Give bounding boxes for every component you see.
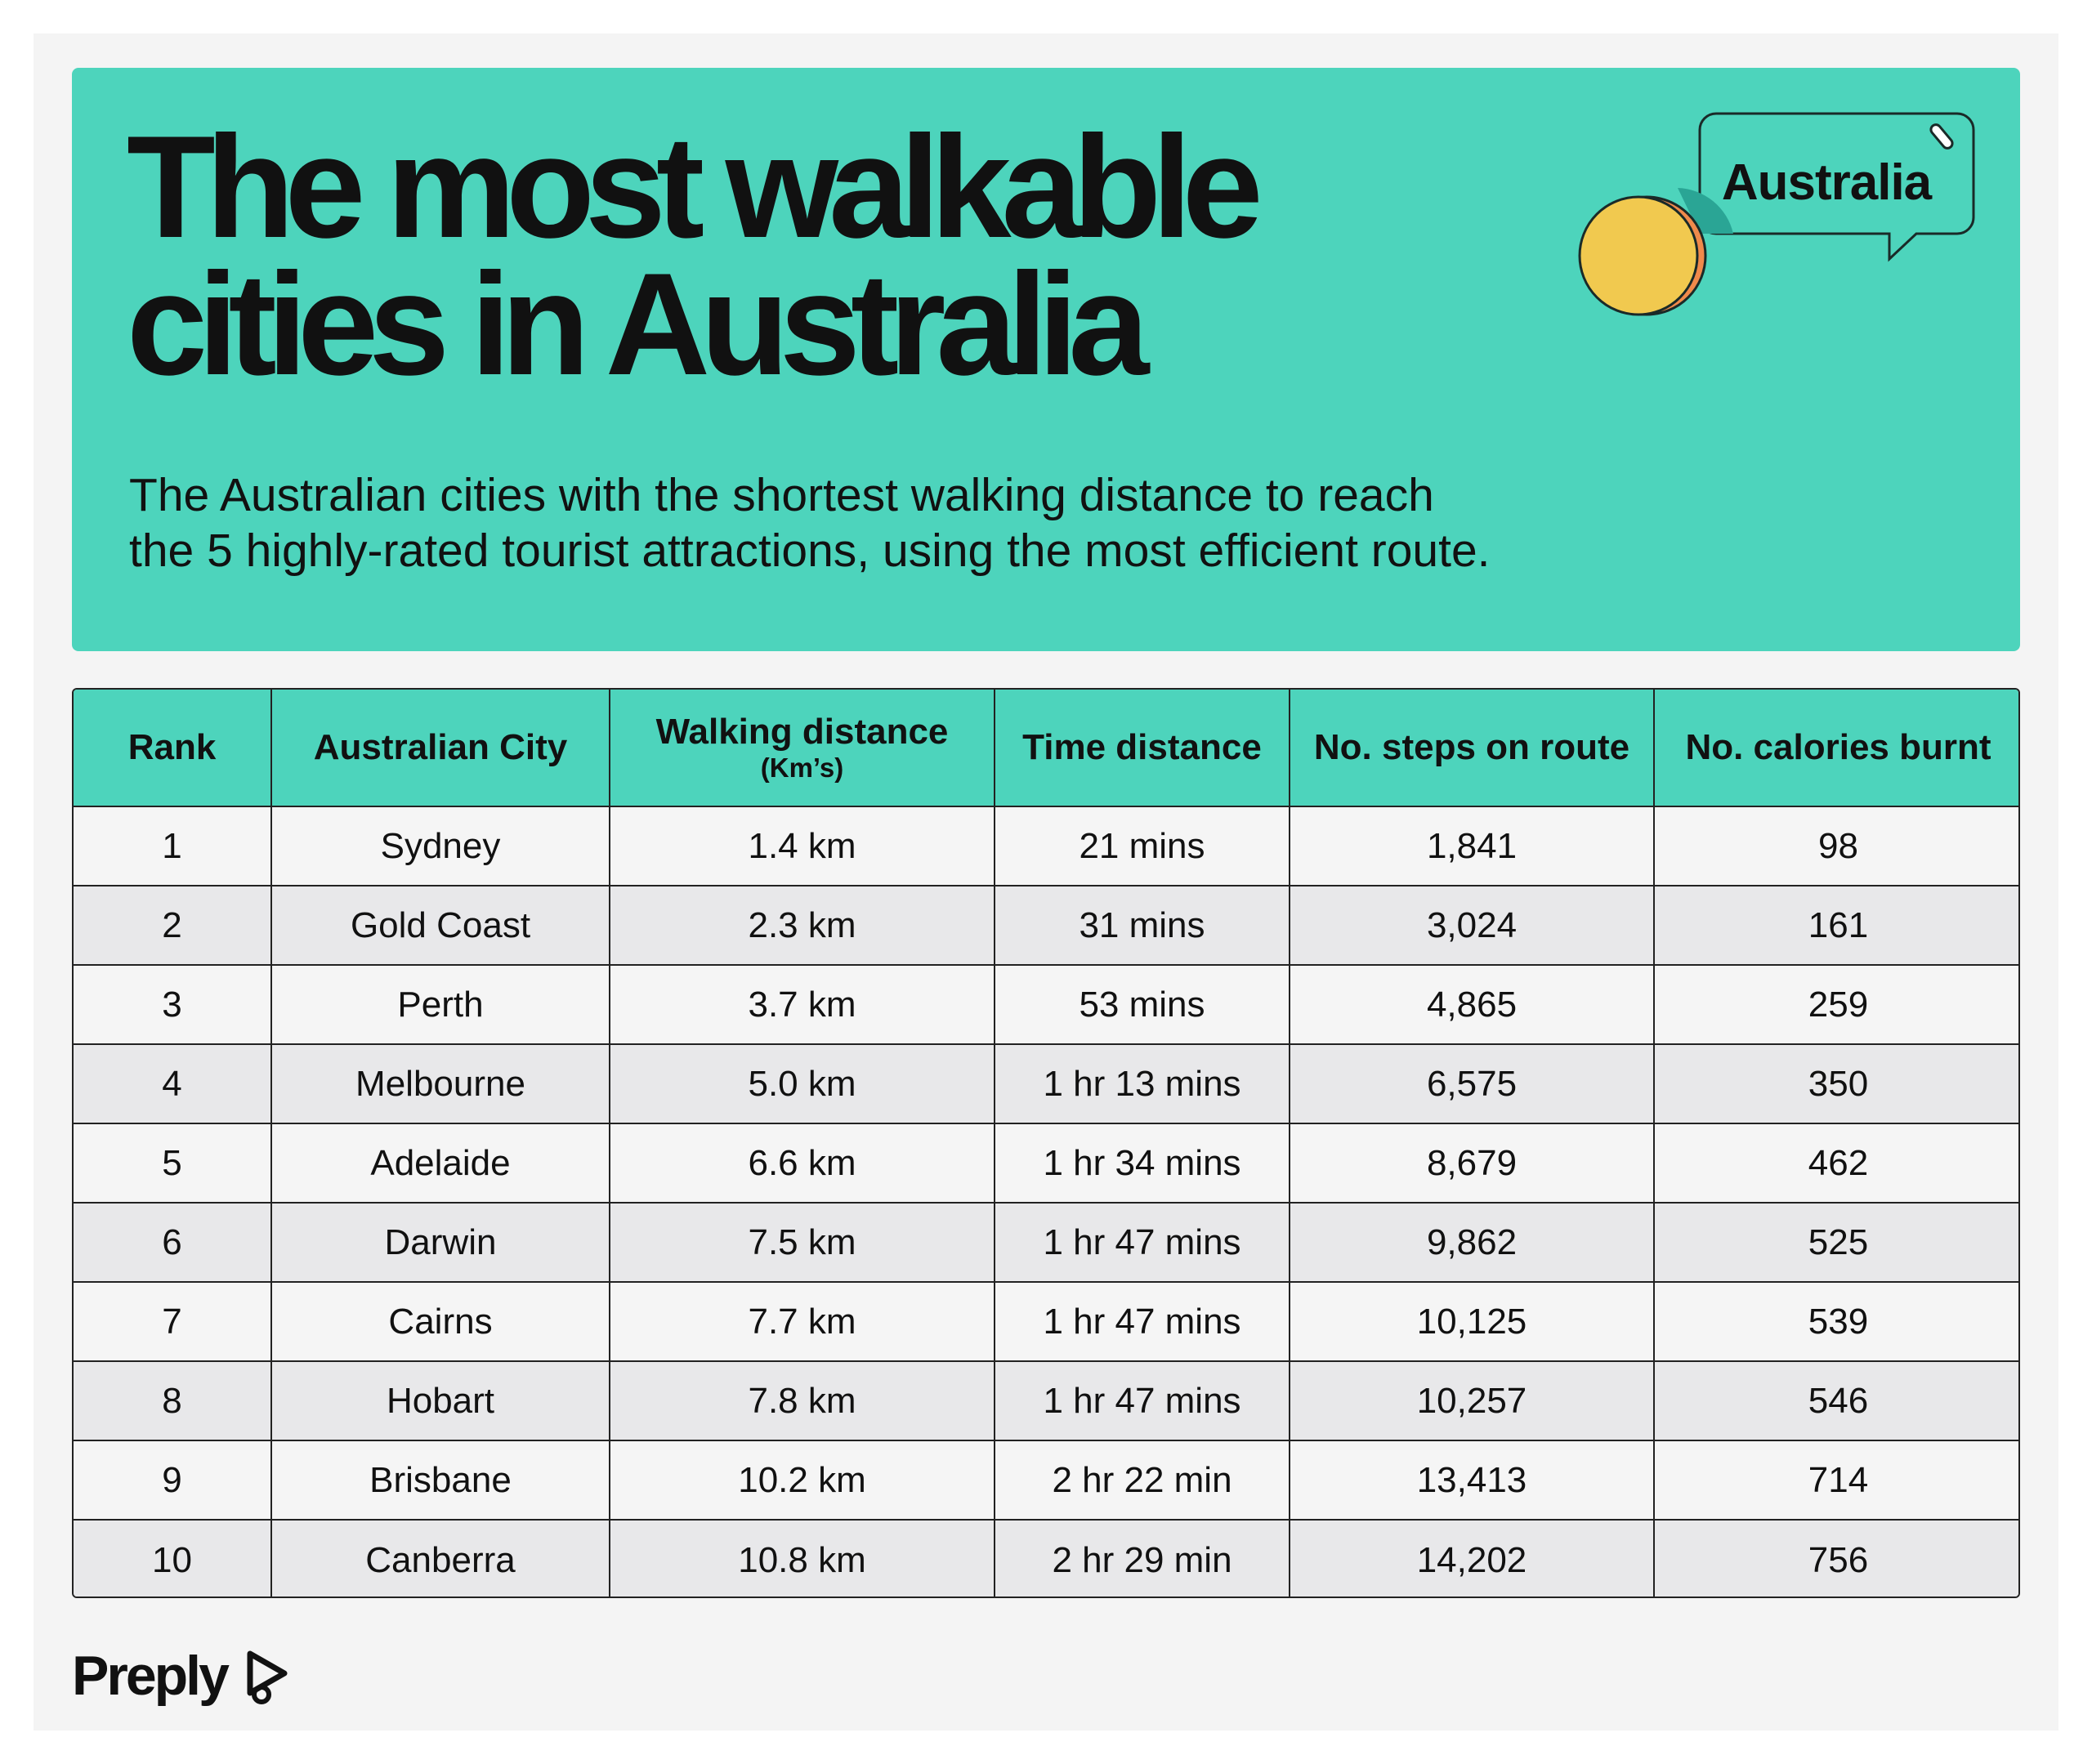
table-cell: 525 xyxy=(1655,1204,2018,1283)
table-cell: 1 hr 47 mins xyxy=(995,1204,1290,1283)
hero-banner xyxy=(72,68,2020,651)
table-cell: 31 mins xyxy=(995,886,1290,966)
column-header: Rank xyxy=(74,690,272,807)
table-cell: 7.5 km xyxy=(610,1204,995,1283)
table-cell: 4,865 xyxy=(1290,966,1655,1045)
table-cell: 10.2 km xyxy=(610,1441,995,1521)
subtitle-line: The Australian cities with the shortest … xyxy=(129,469,1434,521)
table-cell: 7.8 km xyxy=(610,1362,995,1441)
table-cell: 10.8 km xyxy=(610,1521,995,1597)
table-cell: 2 hr 22 min xyxy=(995,1441,1290,1521)
table-cell: 13,413 xyxy=(1290,1441,1655,1521)
table-cell: 10 xyxy=(74,1521,272,1597)
table-cell: 4 xyxy=(74,1045,272,1124)
title-line: cities in Australia xyxy=(127,243,1149,405)
table-cell: 21 mins xyxy=(995,807,1290,886)
table-cell: Darwin xyxy=(272,1204,610,1283)
table-cell: Melbourne xyxy=(272,1045,610,1124)
column-label: No. calories burnt xyxy=(1685,727,1991,767)
table-cell: 5 xyxy=(74,1124,272,1204)
subtitle-line: the 5 highly-rated tourist attractions, … xyxy=(129,525,1491,577)
title-line: The most walkable xyxy=(127,105,1263,268)
table-cell: 1 hr 34 mins xyxy=(995,1124,1290,1204)
badge-label: Australia xyxy=(1721,154,1932,211)
table-cell: 546 xyxy=(1655,1362,2018,1441)
badge-icon xyxy=(1578,112,1975,316)
table-cell: 7.7 km xyxy=(610,1283,995,1362)
data-table: Rank Australian City Walking distance (Km’s… xyxy=(72,688,2020,1598)
column-header: Walking distance (Km’s) xyxy=(610,690,995,807)
table-cell: 2.3 km xyxy=(610,886,995,966)
column-label: No. steps on route xyxy=(1313,727,1630,767)
table-cell: 2 hr 29 min xyxy=(995,1521,1290,1597)
table-cell: 3,024 xyxy=(1290,886,1655,966)
table-cell: 14,202 xyxy=(1290,1521,1655,1597)
table-cell: 3.7 km xyxy=(610,966,995,1045)
table-cell: 714 xyxy=(1655,1441,2018,1521)
table-cell: 2 xyxy=(74,886,272,966)
column-label: Time distance xyxy=(1022,727,1262,767)
table-cell: 6.6 km xyxy=(610,1124,995,1204)
table-cell: 7 xyxy=(74,1283,272,1362)
table-cell: 539 xyxy=(1655,1283,2018,1362)
column-header: Australian City xyxy=(272,690,610,807)
table-cell: 98 xyxy=(1655,807,2018,886)
table-cell: Perth xyxy=(272,966,610,1045)
table-cell: 9,862 xyxy=(1290,1204,1655,1283)
table-cell: 3 xyxy=(74,966,272,1045)
table-cell: 1,841 xyxy=(1290,807,1655,886)
table-cell: 5.0 km xyxy=(610,1045,995,1124)
table-cell: 8,679 xyxy=(1290,1124,1655,1204)
table-cell: 756 xyxy=(1655,1521,2018,1597)
table-cell: Sydney xyxy=(272,807,610,886)
table-cell: 1 hr 13 mins xyxy=(995,1045,1290,1124)
table-cell: Brisbane xyxy=(272,1441,610,1521)
table-cell: 53 mins xyxy=(995,966,1290,1045)
table-cell: 8 xyxy=(74,1362,272,1441)
table-cell: 1.4 km xyxy=(610,807,995,886)
table-cell: 6,575 xyxy=(1290,1045,1655,1124)
table-cell: 6 xyxy=(74,1204,272,1283)
column-header: Time distance xyxy=(995,690,1290,807)
table-cell: 350 xyxy=(1655,1045,2018,1124)
table-cell: 1 hr 47 mins xyxy=(995,1283,1290,1362)
table-cell: Canberra xyxy=(272,1521,610,1597)
table-cell: Adelaide xyxy=(272,1124,610,1204)
table-cell: 161 xyxy=(1655,886,2018,966)
logo-icon xyxy=(247,1650,288,1704)
column-label: Rank xyxy=(127,727,217,767)
table-cell: Hobart xyxy=(272,1362,610,1441)
column-header: No. calories burnt xyxy=(1655,690,2018,807)
column-label: Walking distance xyxy=(655,712,949,752)
table-cell: Cairns xyxy=(272,1283,610,1362)
table-cell: 462 xyxy=(1655,1124,2018,1204)
logo: Preply xyxy=(72,1645,230,1707)
column-label: Australian City xyxy=(313,727,568,767)
table-cell: Gold Coast xyxy=(272,886,610,966)
column-unit: (Km’s) xyxy=(760,752,844,783)
table-cell: 1 xyxy=(74,807,272,886)
table-cell: 10,125 xyxy=(1290,1283,1655,1362)
table-cell: 10,257 xyxy=(1290,1362,1655,1441)
table-cell: 9 xyxy=(74,1441,272,1521)
column-header: No. steps on route xyxy=(1290,690,1655,807)
table-cell: 1 hr 47 mins xyxy=(995,1362,1290,1441)
table-cell: 259 xyxy=(1655,966,2018,1045)
